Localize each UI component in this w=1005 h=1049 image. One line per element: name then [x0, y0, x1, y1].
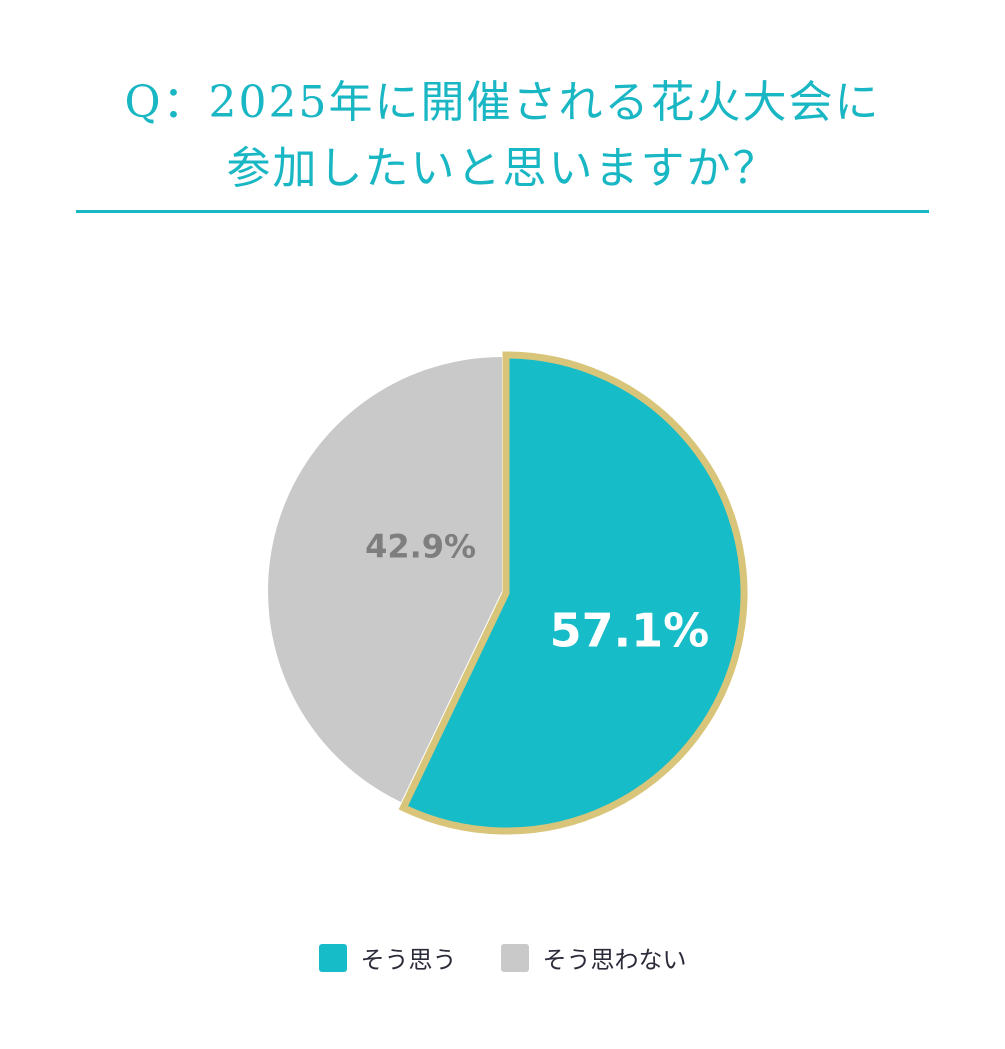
- chart-title-line2: 参加したいと思いますか？: [226, 143, 779, 194]
- pie-label-yes: 57.1%: [550, 603, 710, 657]
- legend-swatch-no: [500, 943, 529, 972]
- chart-title-line1: Q：2025年に開催される花火大会に: [124, 77, 881, 128]
- title-divider: [76, 210, 929, 213]
- pie-slice-no: [267, 357, 502, 803]
- legend-swatch-yes: [318, 943, 347, 972]
- legend-label-no: そう思わない: [542, 946, 687, 974]
- pie-slice-yes: [398, 351, 748, 835]
- pie-slice-yes-group: [398, 351, 748, 835]
- legend-item-no: そう思わない: [500, 940, 687, 975]
- chart-title: Q：2025年に開催される花火大会に 参加したいと思いますか？: [0, 70, 1005, 202]
- legend: そう思う そう思わない: [0, 940, 1005, 975]
- pie-label-no: 42.9%: [365, 528, 476, 566]
- legend-item-yes: そう思う: [318, 940, 457, 975]
- legend-label-yes: そう思う: [360, 946, 457, 974]
